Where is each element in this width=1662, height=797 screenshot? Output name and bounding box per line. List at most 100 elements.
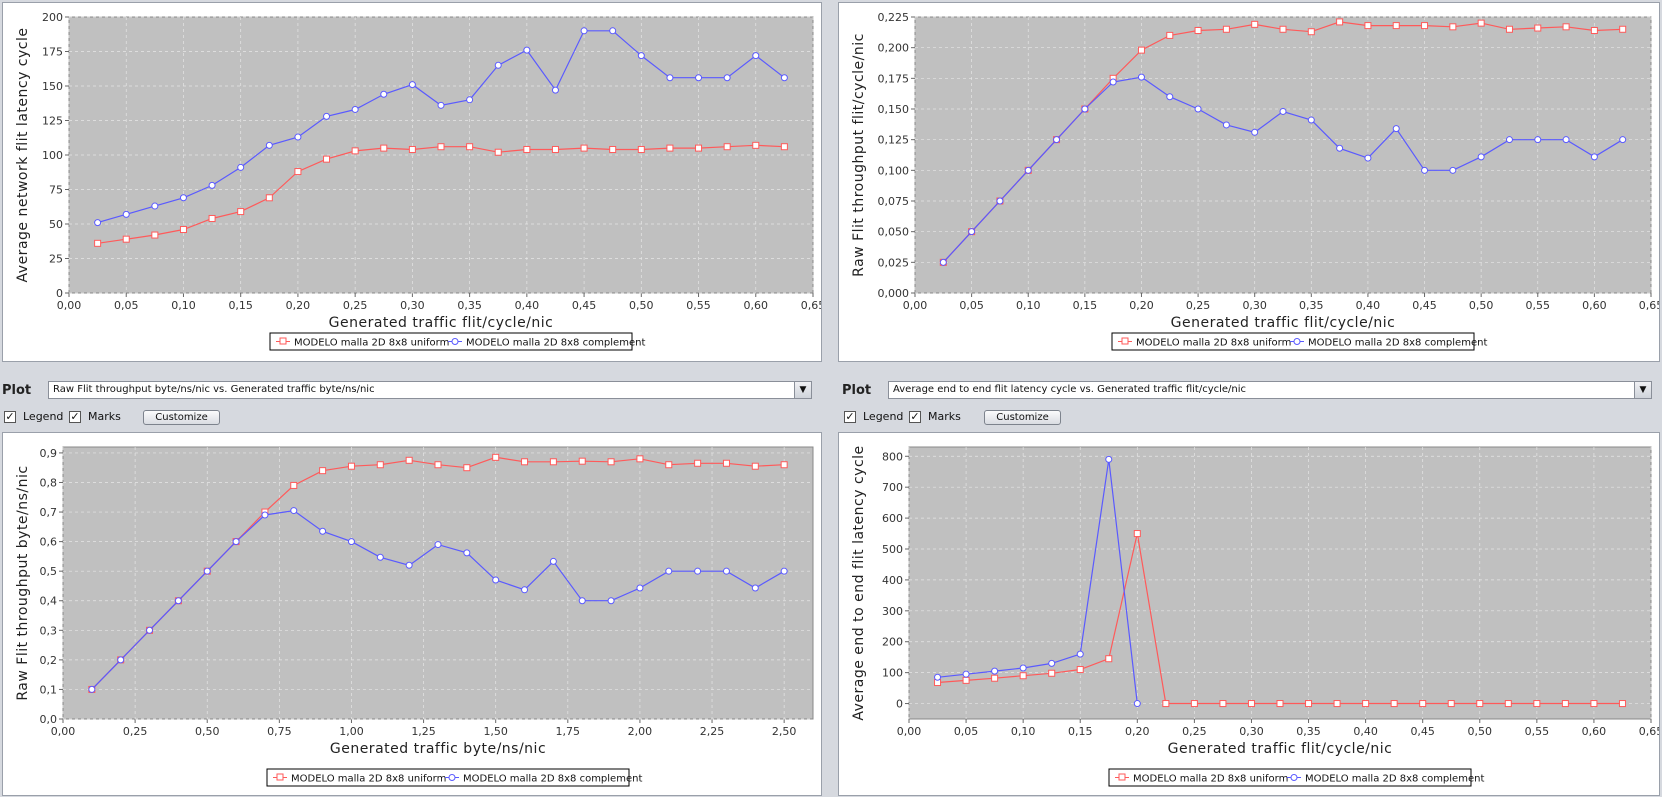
x-tick-label: 0,65 <box>1639 725 1659 738</box>
data-point <box>1105 455 1113 463</box>
data-point <box>523 145 531 153</box>
data-point <box>151 231 159 239</box>
data-point <box>521 586 529 594</box>
data-point <box>1137 46 1145 54</box>
y-tick-label: 50 <box>49 218 63 231</box>
data-point <box>179 226 187 234</box>
y-tick-label: 0,150 <box>878 103 910 116</box>
data-point <box>1534 24 1542 32</box>
data-point <box>780 461 788 469</box>
x-tick-label: 0,20 <box>286 299 311 312</box>
marks-checkbox[interactable]: ✓ <box>909 410 921 423</box>
x-axis-label: Generated traffic byte/ns/nic <box>330 741 546 757</box>
data-point <box>549 557 557 565</box>
legend-entry: MODELO malla 2D 8x8 complement <box>1308 338 1487 349</box>
data-point <box>94 219 102 227</box>
y-tick-label: 300 <box>882 605 903 618</box>
data-point <box>1279 107 1287 115</box>
y-tick-label: 100 <box>882 667 903 680</box>
data-point <box>319 467 327 475</box>
y-tick-label: 200 <box>42 11 63 24</box>
data-point <box>294 168 302 176</box>
chart-panel-3: 0,00 0,25 0,50 0,75 1,00 1,25 1,50 1,75 2,00 2,25… <box>2 432 822 796</box>
x-tick-label: 0,55 <box>1526 299 1551 312</box>
x-tick-label: 0,40 <box>1356 299 1381 312</box>
data-point <box>1222 121 1230 129</box>
data-point <box>1048 669 1056 677</box>
data-point <box>208 181 216 189</box>
legend-checkbox[interactable]: ✓ <box>844 410 856 423</box>
legend-entry: MODELO malla 2D 8x8 complement <box>466 338 645 349</box>
x-tick-label: 0,25 <box>343 299 368 312</box>
y-axis-label: Average end to end flit latency cycle <box>851 445 867 720</box>
legend-entry: MODELO malla 2D 8x8 uniform <box>294 338 449 349</box>
data-point <box>1590 26 1598 34</box>
data-point <box>1251 128 1259 136</box>
data-point <box>492 576 500 584</box>
legend-square-icon <box>279 337 287 345</box>
marks-checkbox-label: Marks <box>928 410 961 423</box>
data-point <box>261 511 269 519</box>
customize-button[interactable]: Customize <box>984 410 1061 425</box>
y-tick-label: 0,075 <box>878 195 910 208</box>
y-tick-label: 0,175 <box>878 72 910 85</box>
y-tick-label: 0,125 <box>878 134 910 147</box>
y-tick-label: 0,9 <box>40 447 58 460</box>
data-point <box>996 197 1004 205</box>
y-tick-label: 125 <box>42 115 63 128</box>
x-axis-label: Generated traffic flit/cycle/nic <box>1168 741 1393 757</box>
plot-label: Plot <box>2 383 32 398</box>
x-tick-label: 2,00 <box>628 725 653 738</box>
y-axis-label: Average network flit latency cycle <box>15 28 31 283</box>
data-point <box>722 567 730 575</box>
data-point <box>551 145 559 153</box>
data-point <box>1619 25 1627 33</box>
legend-entry: MODELO malla 2D 8x8 complement <box>463 774 642 785</box>
legend-square-icon <box>1121 337 1129 345</box>
data-point <box>636 455 644 463</box>
data-point <box>323 155 331 163</box>
data-point <box>347 462 355 470</box>
data-point <box>666 74 674 82</box>
x-tick-label: 0,20 <box>1125 725 1150 738</box>
x-tick-label: 0,65 <box>801 299 821 312</box>
data-point <box>1053 136 1061 144</box>
data-point <box>780 74 788 82</box>
data-point <box>551 86 559 94</box>
triangle-down-icon[interactable]: ▼ <box>1634 382 1651 398</box>
legend-checkbox[interactable]: ✓ <box>4 410 16 423</box>
data-point <box>1222 25 1230 33</box>
marks-checkbox[interactable]: ✓ <box>69 410 81 423</box>
data-point <box>1307 28 1315 36</box>
data-point <box>752 52 760 60</box>
data-point <box>1081 105 1089 113</box>
data-point <box>991 667 999 675</box>
legend-circle-icon <box>451 338 459 345</box>
data-point <box>1618 700 1626 708</box>
customize-button[interactable]: Customize <box>143 410 220 425</box>
data-point <box>1562 136 1570 144</box>
data-point <box>1019 672 1027 680</box>
latency-chart: 0,00 0,05 0,10 0,15 0,20 0,25 0,30 0,35 0,40 0,45… <box>15 11 821 351</box>
data-point <box>1194 26 1202 34</box>
plot-controls-4: Plot Average end to end flit latency cyc… <box>838 376 1662 428</box>
legend-entry: MODELO malla 2D 8x8 uniform <box>1136 338 1291 349</box>
chart-panel-1: 0,00 0,05 0,10 0,15 0,20 0,25 0,30 0,35 0,40 0,45… <box>2 2 822 362</box>
plot-area <box>908 446 1652 720</box>
x-tick-label: 1,50 <box>483 725 508 738</box>
y-tick-label: 0,050 <box>878 226 910 239</box>
end-to-end-latency-chart: 0,00 0,05 0,10 0,15 0,20 0,25 0,30 0,35 0,40 0,45… <box>851 445 1659 787</box>
data-point <box>1076 666 1084 674</box>
data-point <box>723 143 731 151</box>
x-tick-label: 0,25 <box>1182 725 1207 738</box>
plot-select[interactable]: Raw Flit throughput byte/ns/nic vs. Gene… <box>48 381 812 399</box>
data-point <box>405 456 413 464</box>
plot-select[interactable]: Average end to end flit latency cycle vs… <box>888 381 1652 399</box>
data-point <box>174 597 182 605</box>
throughput-byte-chart: 0,00 0,25 0,50 0,75 1,00 1,25 1,50 1,75 2,00 2,25… <box>15 446 814 787</box>
triangle-down-icon[interactable]: ▼ <box>794 382 811 398</box>
legend-square-icon <box>276 773 284 781</box>
x-tick-label: 0,05 <box>114 299 139 312</box>
y-tick-label: 75 <box>49 184 63 197</box>
data-point <box>351 105 359 113</box>
